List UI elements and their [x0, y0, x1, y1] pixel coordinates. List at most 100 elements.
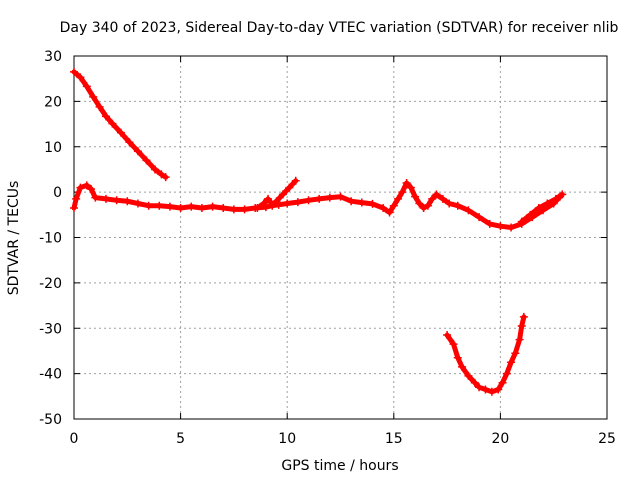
data-point	[534, 204, 543, 213]
data-point	[445, 199, 454, 208]
data-point	[394, 194, 403, 203]
data-point	[76, 73, 85, 82]
data-point	[502, 369, 511, 378]
data-point	[406, 183, 415, 192]
data-point	[325, 193, 334, 202]
data-point	[347, 197, 356, 206]
data-point	[268, 200, 277, 209]
x-tick-label: 5	[176, 431, 185, 447]
data-point	[496, 222, 505, 231]
data-point	[125, 138, 134, 147]
data-point	[470, 378, 479, 387]
data-layer	[70, 67, 567, 396]
data-point	[379, 204, 388, 213]
data-point	[76, 183, 85, 192]
data-point	[385, 208, 394, 217]
data-point	[475, 383, 484, 392]
data-point	[551, 194, 560, 203]
x-tick-label: 0	[70, 431, 79, 447]
data-point	[176, 204, 185, 213]
data-point	[398, 188, 407, 197]
data-point	[155, 201, 164, 210]
data-point	[151, 165, 160, 174]
data-point	[464, 206, 473, 215]
data-point	[278, 190, 287, 199]
series-arc-spike-10h	[253, 176, 300, 213]
data-point	[511, 349, 520, 358]
data-point	[208, 202, 217, 211]
data-point	[95, 102, 104, 111]
data-point	[517, 321, 526, 330]
data-point	[464, 371, 473, 380]
data-point	[229, 205, 238, 214]
axis-ticks: 0 5 10 15 20 25 -50 -40 -30 -20 -10 0 10 20 30	[39, 49, 616, 447]
series-trace	[519, 191, 565, 225]
data-point	[264, 194, 273, 203]
data-point	[389, 201, 398, 210]
data-point	[101, 194, 110, 203]
data-point	[112, 196, 121, 205]
data-point	[283, 199, 292, 208]
data-point	[293, 198, 302, 207]
data-point	[415, 199, 424, 208]
data-point	[558, 190, 567, 199]
data-point	[82, 82, 91, 91]
y-tick-label: -20	[39, 276, 62, 292]
data-point	[443, 331, 452, 340]
data-point	[82, 181, 91, 190]
data-point	[187, 202, 196, 211]
data-point	[70, 67, 78, 76]
data-point	[165, 202, 174, 211]
grid-lines	[74, 56, 607, 419]
series-trace	[71, 69, 169, 180]
data-point	[123, 197, 132, 206]
data-point	[285, 183, 294, 192]
data-point	[72, 194, 81, 203]
data-point	[515, 335, 524, 344]
data-point	[449, 340, 458, 349]
data-point	[485, 219, 494, 228]
y-tick-label: -40	[39, 367, 62, 383]
data-point	[526, 210, 535, 219]
data-point	[432, 190, 441, 199]
data-point	[89, 92, 98, 101]
x-tick-label: 15	[385, 431, 403, 447]
data-point	[291, 176, 300, 185]
data-point	[402, 179, 411, 188]
data-point	[507, 358, 516, 367]
data-point	[336, 192, 345, 201]
y-tick-label: -10	[39, 231, 62, 247]
data-point	[428, 194, 437, 203]
y-tick-label: 30	[44, 49, 62, 65]
x-tick-label: 20	[491, 431, 509, 447]
data-point	[368, 199, 377, 208]
series-arc-late-dip	[443, 312, 528, 396]
data-point	[197, 204, 206, 213]
data-point	[475, 213, 484, 222]
data-point	[453, 353, 462, 362]
data-point	[423, 201, 432, 210]
data-point	[458, 362, 467, 371]
series-arc-main-band	[70, 179, 565, 232]
data-point	[494, 385, 503, 394]
data-point	[411, 192, 420, 201]
y-tick-label: 20	[44, 94, 62, 110]
y-tick-label: 0	[53, 185, 62, 201]
data-point	[240, 205, 249, 214]
chart-title: Day 340 of 2023, Sidereal Day-to-day VTE…	[60, 20, 619, 36]
data-point	[157, 170, 166, 179]
data-point	[87, 184, 96, 193]
data-point	[91, 193, 100, 202]
x-axis-label: GPS time / hours	[281, 458, 398, 474]
y-tick-label: -30	[39, 321, 62, 337]
data-point	[419, 204, 428, 213]
y-axis-label: SDTVAR / TECUs	[6, 181, 22, 296]
data-point	[357, 198, 366, 207]
data-point	[259, 199, 268, 208]
data-point	[161, 173, 170, 182]
data-point	[519, 312, 528, 321]
data-point	[438, 194, 447, 203]
data-point	[543, 199, 552, 208]
data-point	[101, 112, 110, 121]
